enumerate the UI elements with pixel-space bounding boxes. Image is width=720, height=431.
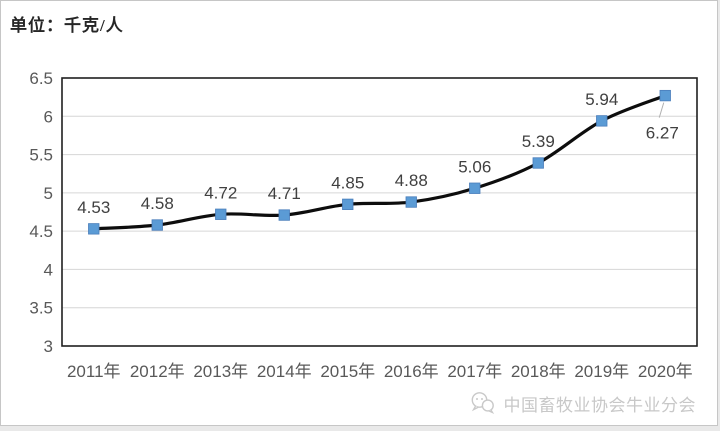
data-point-marker (659, 89, 671, 102)
data-label: 5.39 (522, 132, 555, 151)
svg-text:2017年: 2017年 (447, 362, 502, 381)
svg-text:6: 6 (44, 107, 53, 126)
x-axis-labels: 2011年 2012年 2013年 2014年 2015年 2016年 2017年 2018年… (67, 362, 693, 381)
svg-text:6.5: 6.5 (29, 69, 53, 88)
data-point-marker (596, 115, 608, 127)
svg-text:4.5: 4.5 (29, 222, 53, 241)
wechat-icon (469, 390, 496, 416)
plot-border (61, 77, 698, 347)
data-label: 6.27 (646, 124, 679, 143)
data-label: 5.06 (458, 157, 491, 176)
data-point-marker (342, 198, 354, 210)
data-point-marker (215, 208, 227, 220)
data-point-marker (532, 157, 544, 169)
watermark-text: 中国畜牧业协会牛业分会 (503, 395, 696, 415)
data-label: 4.88 (395, 171, 428, 190)
data-label: 4.53 (77, 198, 110, 217)
svg-text:2013年: 2013年 (193, 362, 248, 381)
data-point-marker (88, 223, 100, 235)
data-label: 4.58 (141, 194, 174, 213)
series-line (92, 94, 667, 231)
unit-label: 单位：千克/人 (10, 16, 124, 35)
svg-text:2011年: 2011年 (67, 362, 121, 381)
y-axis-labels: 3 3.5 4 4.5 5 5.5 6 6.5 (29, 69, 53, 356)
svg-text:5.5: 5.5 (29, 146, 53, 165)
data-label: 4.85 (331, 173, 364, 192)
data-point-markers (88, 89, 671, 235)
svg-text:2019年: 2019年 (574, 362, 629, 381)
gridlines (62, 77, 697, 309)
svg-text:5: 5 (44, 184, 53, 203)
svg-text:2020年: 2020年 (638, 362, 693, 381)
svg-text:2014年: 2014年 (257, 362, 312, 381)
data-point-marker (469, 182, 481, 194)
data-point-marker (405, 196, 417, 208)
data-label: 4.71 (268, 184, 301, 203)
svg-text:2018年: 2018年 (511, 362, 566, 381)
data-label-leader-line (658, 102, 665, 118)
data-label: 4.72 (204, 183, 237, 202)
data-point-marker (151, 219, 163, 231)
svg-text:4: 4 (44, 260, 53, 279)
svg-text:2015年: 2015年 (320, 362, 375, 381)
data-labels: 4.53 4.58 4.72 4.71 4.85 4.88 5.06 5.39 5.94 6.27 (77, 90, 679, 217)
svg-text:3: 3 (44, 337, 53, 356)
watermark: 中国畜牧业协会牛业分会 (0, 388, 706, 418)
svg-text:3.5: 3.5 (29, 299, 53, 318)
svg-text:2016年: 2016年 (384, 362, 439, 381)
data-point-marker (278, 209, 290, 221)
data-label: 5.94 (585, 90, 618, 109)
svg-text:2012年: 2012年 (130, 362, 185, 381)
